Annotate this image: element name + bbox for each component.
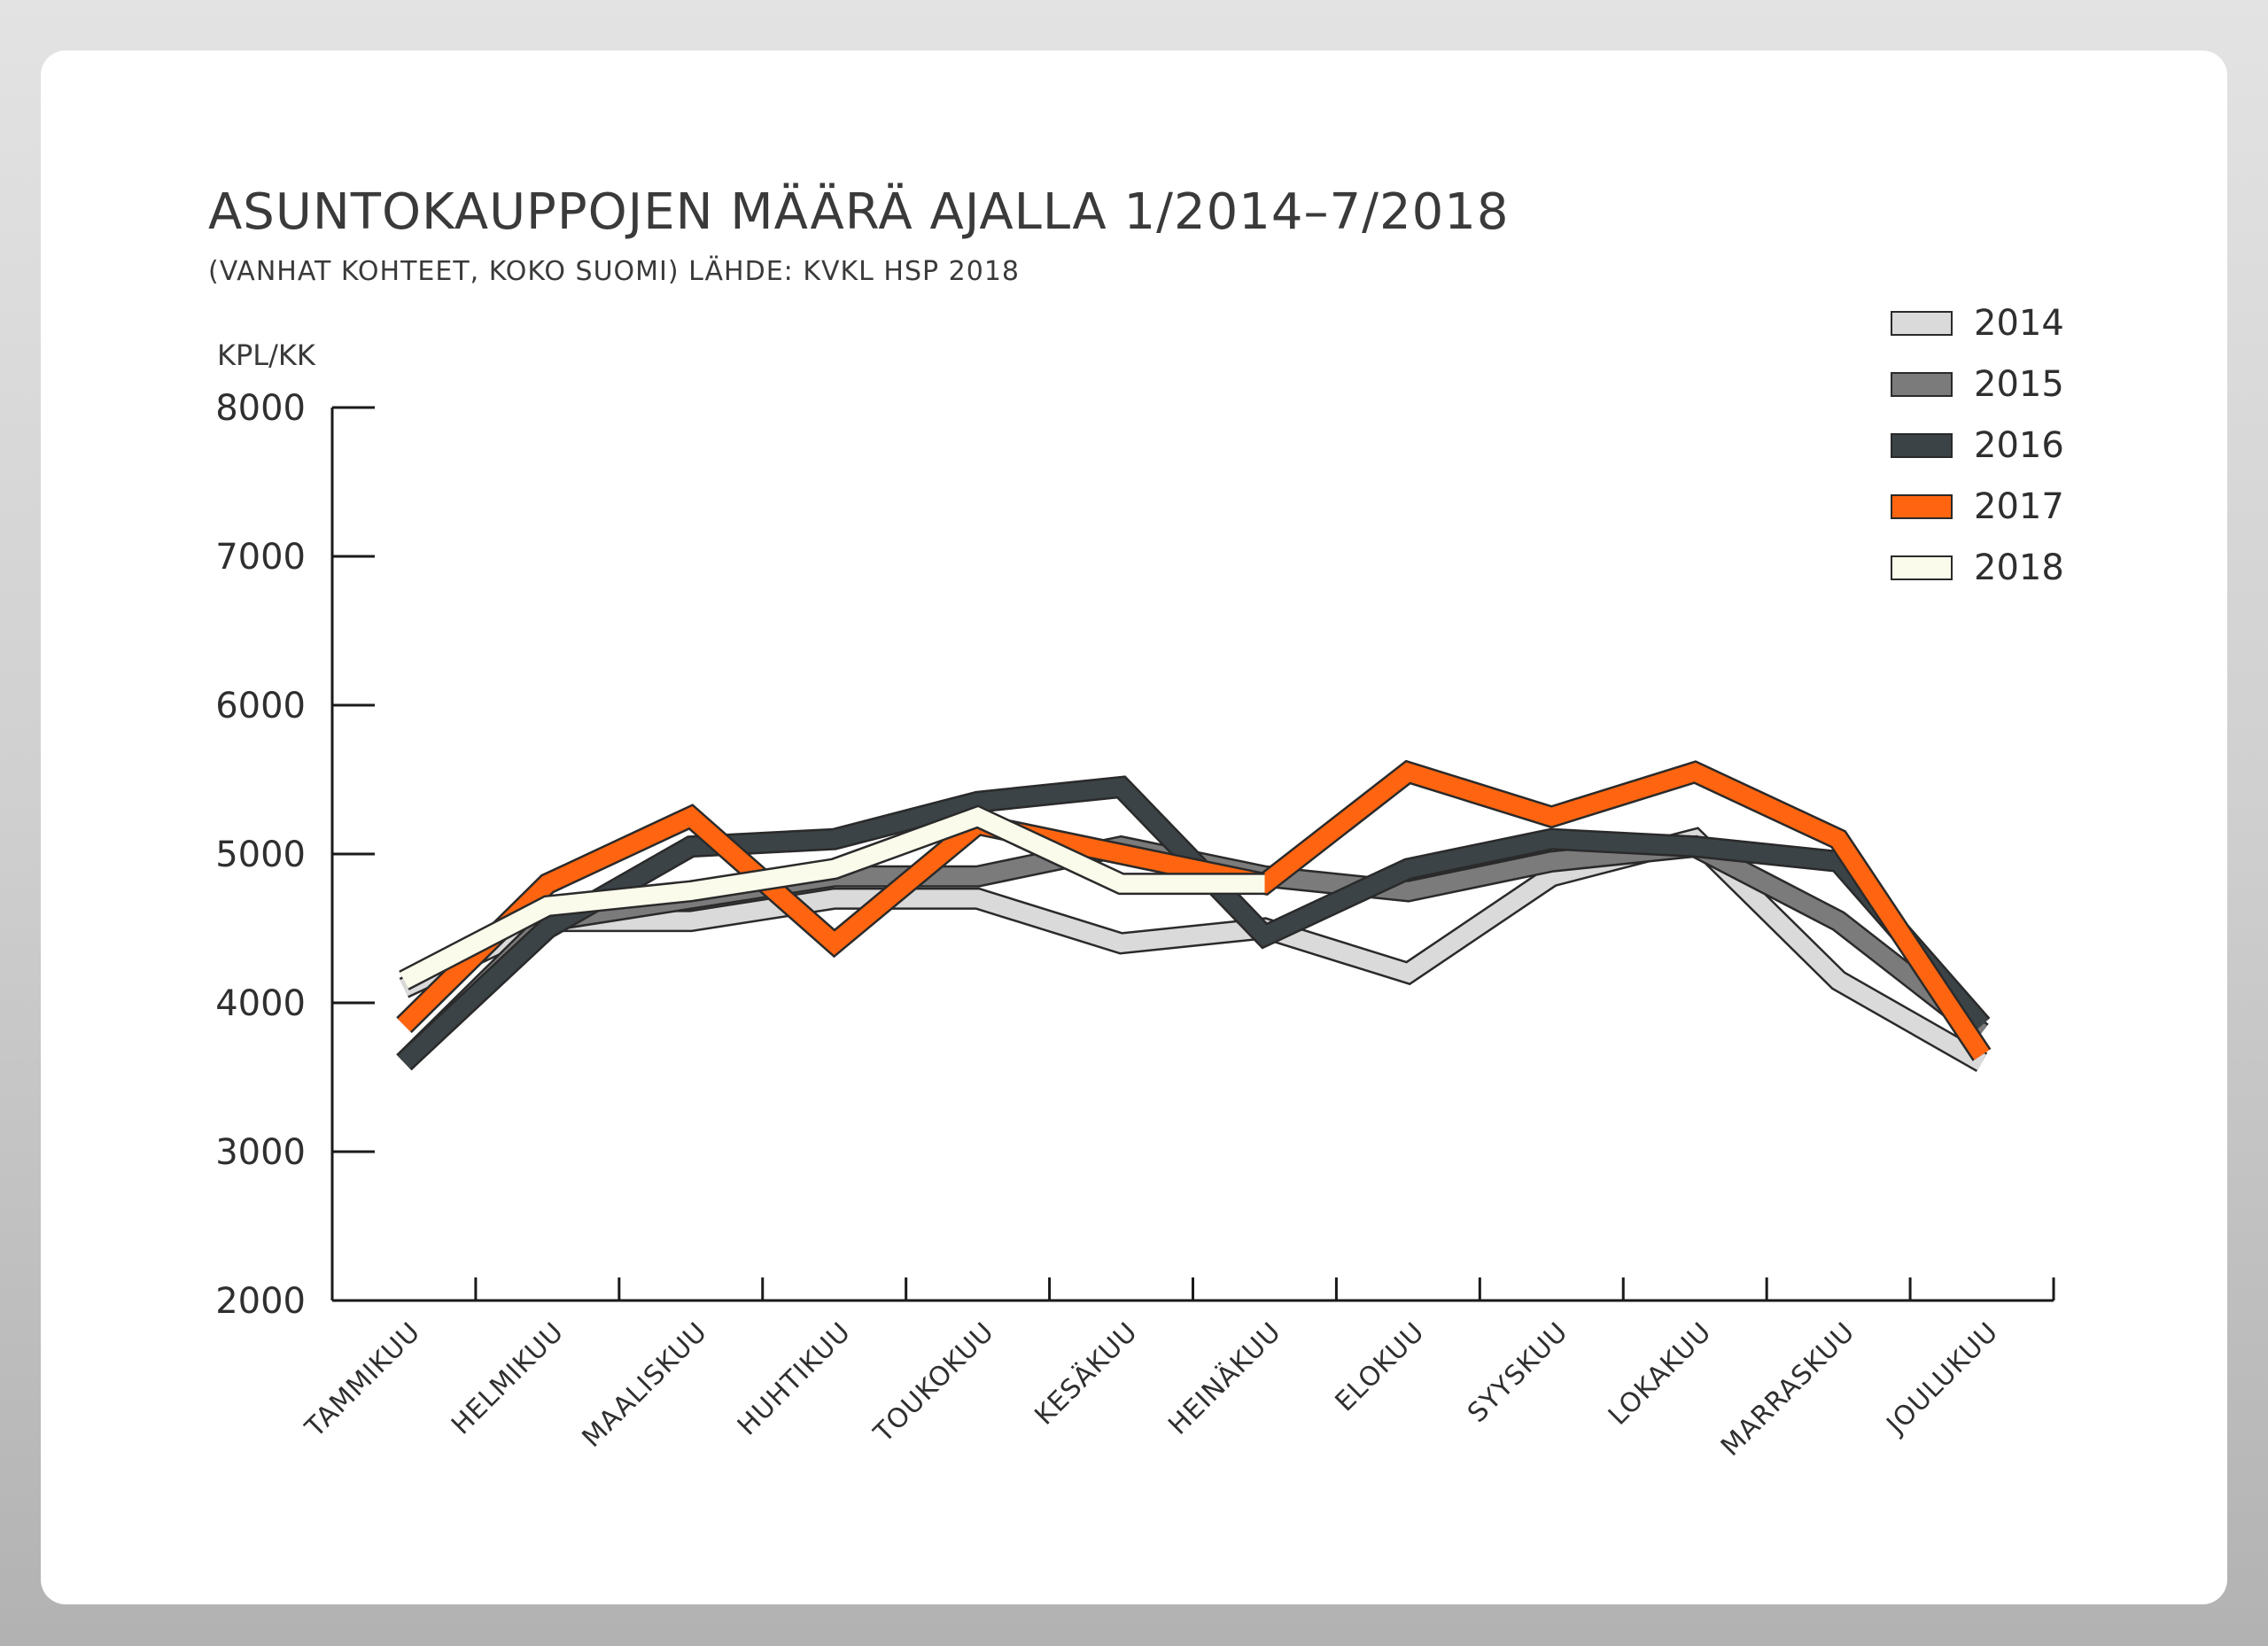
y-tick-label: 4000 <box>215 983 306 1024</box>
legend-item-2017: 2017 <box>1891 486 2064 527</box>
legend-label-2014: 2014 <box>1974 303 2064 344</box>
series-2018-line <box>399 804 1265 990</box>
series-lines <box>396 759 1992 1073</box>
chart-card <box>41 50 2227 1604</box>
y-tick-label: 8000 <box>215 388 306 429</box>
x-tick-label: MAALISKUU <box>576 1316 713 1454</box>
series-2017-fill <box>397 762 1990 1060</box>
legend-item-2014: 2014 <box>1891 303 2064 344</box>
y-tick-label: 2000 <box>215 1281 306 1322</box>
x-tick-label: HUHTIKUU <box>732 1316 857 1441</box>
y-axis-ticks: 2000 3000 4000 5000 6000 7000 8000 <box>215 388 375 1322</box>
y-axis-unit-label: KPL/KK <box>217 338 316 372</box>
x-tick-label: LOKAKUU <box>1603 1316 1718 1432</box>
legend-swatch-2018 <box>1891 555 1953 580</box>
series-2017-line <box>396 759 1992 1061</box>
legend-item-2016: 2016 <box>1891 425 2064 466</box>
x-tick-label: TOUKOKUU <box>867 1316 1000 1449</box>
x-tick-label: TAMMIKUU <box>299 1316 426 1444</box>
x-tick-label: HEINÄKUU <box>1162 1316 1287 1440</box>
x-tick-label: JOULUKUU <box>1880 1316 2005 1441</box>
legend-item-2015: 2015 <box>1891 364 2064 405</box>
series-2018-fill <box>400 807 1265 989</box>
y-tick-label: 3000 <box>215 1132 306 1173</box>
y-tick-label: 6000 <box>215 686 306 726</box>
chart-subtitle: (VANHAT KOHTEET, KOKO SUOMI) LÄHDE: KVKL… <box>208 255 1020 287</box>
legend-item-2018: 2018 <box>1891 547 2064 588</box>
y-tick-label: 7000 <box>215 537 306 578</box>
legend-swatch-2015 <box>1891 372 1953 397</box>
legend-label-2016: 2016 <box>1974 425 2064 466</box>
legend-swatch-2016 <box>1891 433 1953 458</box>
legend: 2014 2015 2016 2017 2018 <box>1891 303 2064 588</box>
x-tick-label: MARRASKUU <box>1715 1316 1861 1463</box>
x-tick-label: HELMIKUU <box>446 1316 571 1441</box>
x-axis-ticks: TAMMIKUU HELMIKUU MAALISKUU HUHTIKUU TOUKOKU… <box>299 1277 2055 1463</box>
x-tick-label: ELOKUU <box>1329 1316 1431 1418</box>
x-tick-label: KESÄKUU <box>1029 1316 1144 1431</box>
chart-title: ASUNTOKAUPPOJEN MÄÄRÄ AJALLA 1/2014–7/20… <box>208 183 1509 241</box>
legend-swatch-2017 <box>1891 494 1953 519</box>
legend-label-2017: 2017 <box>1974 486 2064 527</box>
x-tick-label: SYYSKUU <box>1462 1316 1574 1429</box>
y-tick-label: 5000 <box>215 835 306 875</box>
legend-swatch-2014 <box>1891 311 1953 336</box>
legend-label-2015: 2015 <box>1974 364 2064 405</box>
legend-label-2018: 2018 <box>1974 547 2064 588</box>
